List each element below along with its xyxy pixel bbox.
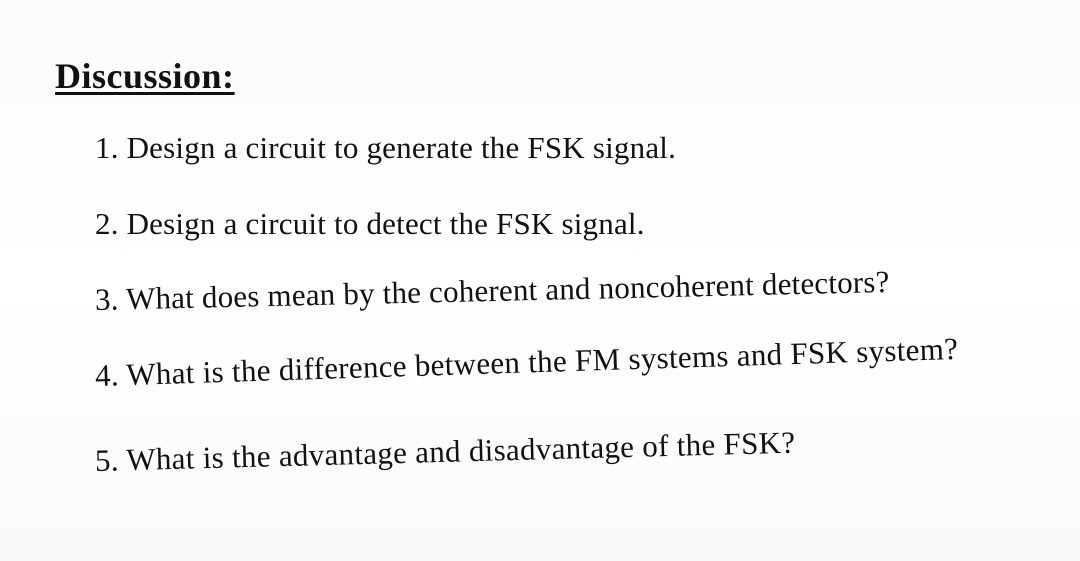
list-item: 2. Design a circuit to detect the FSK si… [95,203,1050,245]
list-item: 1. Design a circuit to generate the FSK … [95,127,1050,169]
list-item: 5. What is the advantage and disadvantag… [94,415,1050,482]
question-list: 1. Design a circuit to generate the FSK … [55,127,1050,482]
section-heading: Discussion: [55,55,1050,97]
document-page: Discussion: 1. Design a circuit to gener… [0,0,1080,561]
list-item: 4. What is the difference between the FM… [94,325,1050,397]
list-item: 3. What does mean by the coherent and no… [95,257,1051,320]
